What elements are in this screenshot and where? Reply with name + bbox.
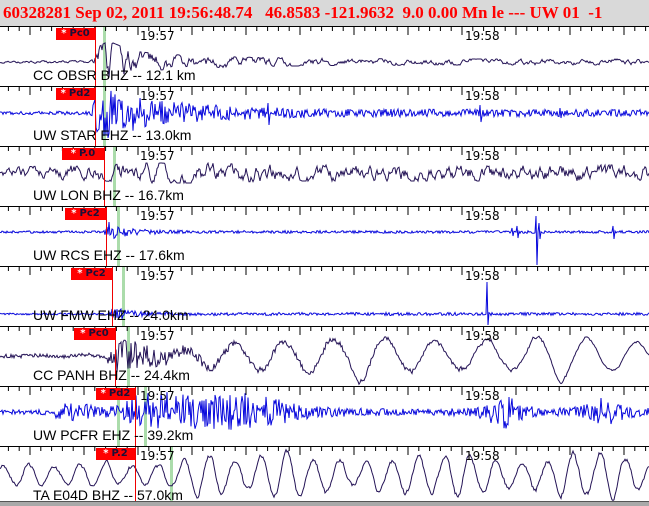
pick-star-icon: *	[103, 448, 109, 459]
minute-label: 19:58	[465, 209, 500, 223]
minute-label: 19:57	[140, 209, 175, 223]
station-label: CC PANH BHZ -- 24.4km	[33, 367, 190, 383]
pick-star-icon: *	[100, 388, 106, 399]
minute-label: 19:58	[465, 149, 500, 163]
p-pick-flag[interactable]: * P.0	[62, 148, 104, 160]
p-pick-line[interactable]	[135, 447, 136, 506]
pick-star-icon: *	[77, 268, 83, 279]
waveform	[0, 447, 649, 501]
minute-label: 19:57	[140, 389, 175, 403]
trace-panel-obsr[interactable]: * Pc0 19:57 19:58 CC OBSR BHZ -- 12.1 km	[0, 26, 649, 86]
minute-label: 19:57	[140, 29, 175, 43]
p-pick-flag[interactable]: * Pd2	[96, 388, 135, 400]
event-summary-bar: 60328281 Sep 02, 2011 19:56:48.74 46.858…	[0, 0, 649, 26]
p-pick-flag[interactable]: * Pd2	[56, 88, 95, 100]
p-pick-flag[interactable]: * Pc2	[71, 268, 112, 280]
station-label: CC OBSR BHZ -- 12.1 km	[33, 67, 196, 83]
s-phase-marker-line[interactable]	[103, 27, 106, 86]
s-phase-marker-line[interactable]	[122, 267, 125, 326]
station-label: UW STAR EHZ -- 13.0km	[33, 127, 192, 143]
minute-label: 19:57	[140, 89, 175, 103]
pick-star-icon: *	[71, 208, 77, 219]
p-pick-flag[interactable]: * Pc2	[65, 208, 106, 220]
s-phase-marker-line[interactable]	[103, 87, 106, 146]
minute-label: 19:58	[465, 29, 500, 43]
p-pick-line[interactable]	[104, 147, 105, 206]
minute-label: 19:58	[465, 329, 500, 343]
trace-panel-panh[interactable]: * Pc0 19:57 19:58 CC PANH BHZ -- 24.4km	[0, 326, 649, 386]
pick-star-icon: *	[61, 28, 67, 39]
minute-label: 19:58	[465, 89, 500, 103]
minute-label: 19:58	[465, 269, 500, 283]
station-label: UW LON BHZ -- 16.7km	[33, 187, 184, 203]
trace-panel-fmw[interactable]: * Pc2 19:57 19:58 UW FMW EHZ -- 24.0km	[0, 266, 649, 326]
minute-label: 19:58	[465, 389, 500, 403]
minute-label: 19:57	[140, 149, 175, 163]
trace-panel-rcs[interactable]: * Pc2 19:57 19:58 UW RCS EHZ -- 17.6km	[0, 206, 649, 266]
s-phase-marker-line[interactable]	[144, 387, 147, 446]
s-phase-marker-line[interactable]	[113, 147, 116, 206]
trace-panel-lon[interactable]: * P.0 19:57 19:58 UW LON BHZ -- 16.7km	[0, 146, 649, 206]
station-label: TA E04D BHZ -- 57.0km	[33, 487, 183, 503]
station-label: UW RCS EHZ -- 17.6km	[33, 247, 185, 263]
p-pick-line[interactable]	[115, 327, 116, 386]
waveform	[0, 387, 649, 430]
p-pick-line[interactable]	[106, 207, 107, 266]
station-label: UW FMW EHZ -- 24.0km	[33, 307, 189, 323]
pick-star-icon: *	[70, 148, 76, 159]
minute-label: 19:57	[140, 449, 175, 463]
trace-panel-e04d[interactable]: * P.2 19:57 19:58 TA E04D BHZ -- 57.0km	[0, 446, 649, 506]
bottom-scrollbar-edge	[0, 501, 649, 506]
p-pick-flag[interactable]: * Pc0	[74, 328, 115, 340]
trace-panel-pcfr[interactable]: * Pd2 19:57 19:58 UW PCFR EHZ -- 39.2km	[0, 386, 649, 446]
minute-label: 19:58	[465, 449, 500, 463]
p-pick-flag[interactable]: * Pc0	[56, 28, 95, 40]
minute-label: 19:57	[140, 329, 175, 343]
s-phase-marker-line[interactable]	[117, 207, 120, 266]
pick-star-icon: *	[60, 88, 66, 99]
s-phase-marker-line[interactable]	[117, 387, 120, 446]
p-pick-line[interactable]	[95, 27, 96, 86]
s-phase-marker-line[interactable]	[170, 447, 173, 506]
waveform	[0, 327, 649, 386]
p-pick-line[interactable]	[135, 387, 136, 446]
station-label: UW PCFR EHZ -- 39.2km	[33, 427, 194, 443]
pick-star-icon: *	[80, 328, 86, 339]
p-pick-line[interactable]	[112, 267, 113, 326]
p-pick-flag[interactable]: * P.2	[96, 448, 135, 460]
trace-panel-star[interactable]: * Pd2 19:57 19:58 UW STAR EHZ -- 13.0km	[0, 86, 649, 146]
minute-label: 19:57	[140, 269, 175, 283]
p-pick-line[interactable]	[95, 87, 96, 146]
